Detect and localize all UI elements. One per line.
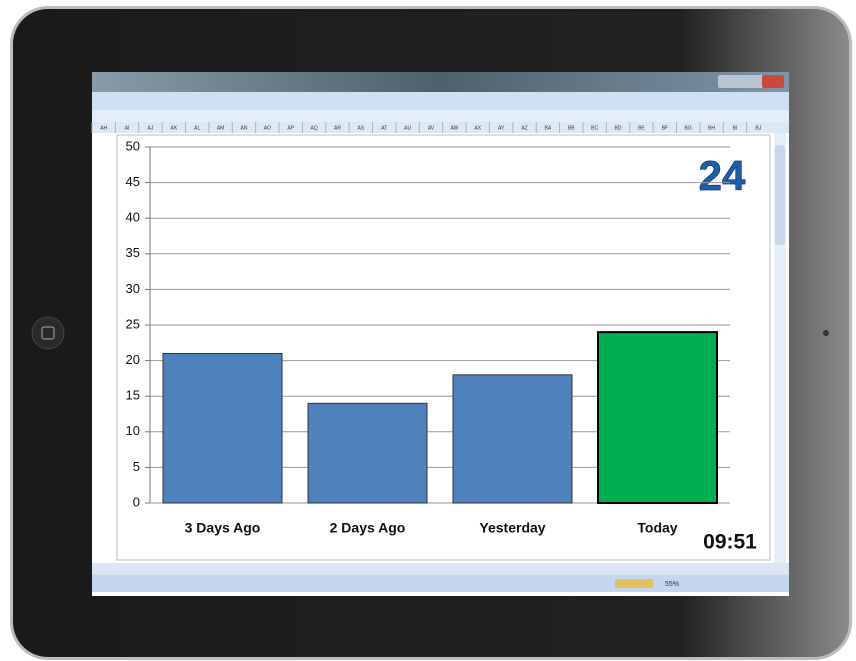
column-header: AR <box>334 125 341 131</box>
view-buttons[interactable] <box>615 579 653 588</box>
bar <box>452 374 573 504</box>
scroll-thumb[interactable] <box>775 145 785 245</box>
zoom-level: 55% <box>665 581 679 588</box>
home-icon <box>41 326 55 340</box>
x-tick-label: 2 Days Ago <box>330 520 406 536</box>
column-header: BA <box>545 125 552 131</box>
bar <box>162 352 283 504</box>
column-header: BD <box>615 125 622 131</box>
column-header: BH <box>708 125 715 131</box>
column-header: AJ <box>148 125 154 131</box>
column-header: AV <box>428 125 435 131</box>
column-header-bar <box>92 122 789 133</box>
home-button[interactable] <box>31 316 65 350</box>
y-tick-label: 15 <box>126 388 140 403</box>
x-tick-label: Today <box>637 520 677 536</box>
column-header: AI <box>125 125 130 131</box>
camera <box>823 330 829 336</box>
y-tick-label: 35 <box>126 245 140 260</box>
y-tick-label: 10 <box>126 423 140 438</box>
column-header: AS <box>358 125 365 131</box>
column-header: AN <box>240 125 247 131</box>
column-header: AT <box>381 125 387 131</box>
y-tick-label: 30 <box>126 281 140 296</box>
horizontal-scrollbar[interactable] <box>92 563 789 575</box>
bar <box>307 402 428 504</box>
column-header: AH <box>100 125 107 131</box>
x-tick-label: Yesterday <box>479 520 545 536</box>
column-header: AX <box>474 125 481 131</box>
ribbon <box>92 92 789 110</box>
column-header: AZ <box>521 125 527 131</box>
column-header: BE <box>638 125 645 131</box>
column-header: AQ <box>310 125 317 131</box>
column-header: BF <box>662 125 668 131</box>
column-header: BC <box>591 125 598 131</box>
y-tick-label: 25 <box>126 316 140 331</box>
column-header: AO <box>264 125 271 131</box>
column-header: BJ <box>755 125 761 131</box>
close-button[interactable] <box>762 75 784 88</box>
column-header: BG <box>685 125 692 131</box>
y-tick-label: 50 <box>126 138 140 153</box>
column-header: AW <box>450 125 458 131</box>
column-header: BB <box>568 125 575 131</box>
column-header: AY <box>498 125 505 131</box>
y-tick-label: 45 <box>126 174 140 189</box>
clock: 09:51 <box>703 531 757 554</box>
bar <box>597 331 718 504</box>
column-header: AM <box>217 125 225 131</box>
column-header: BI <box>733 125 738 131</box>
formula-bar <box>92 110 789 122</box>
x-tick-label: 3 Days Ago <box>185 520 261 536</box>
y-tick-label: 20 <box>126 352 140 367</box>
column-header: AL <box>194 125 200 131</box>
y-tick-label: 40 <box>126 210 140 225</box>
current-value: 24 <box>699 152 746 199</box>
title-bar <box>92 72 789 92</box>
column-header: AP <box>287 125 294 131</box>
column-header: AK <box>170 125 177 131</box>
column-header: AU <box>404 125 411 131</box>
y-tick-label: 5 <box>133 459 140 474</box>
y-tick-label: 0 <box>133 494 140 509</box>
status-bar <box>92 575 789 592</box>
